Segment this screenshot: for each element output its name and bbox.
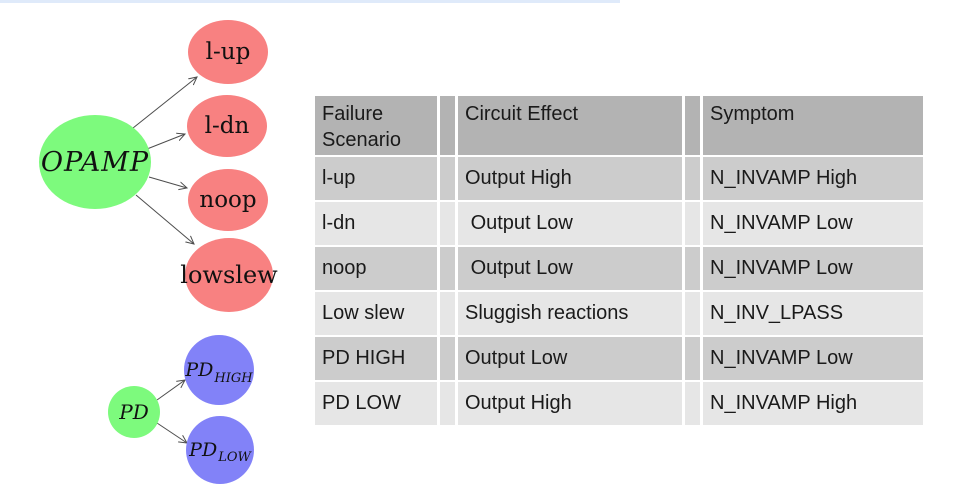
cell-symptom: N_INVAMP High (703, 382, 923, 425)
arrow-opamp-to-lowslew (135, 194, 194, 244)
cell-circuit-effect: Output Low (458, 202, 682, 245)
cell-failure-scenario: Low slew (315, 292, 437, 335)
node-pd: PD (108, 386, 160, 438)
cell-symptom: N_INVAMP High (703, 157, 923, 200)
node-pd-low: PD LOW (186, 416, 254, 484)
node-pd-high-label: PD (185, 359, 214, 381)
cell-failure-scenario: PD HIGH (315, 337, 437, 380)
cell-circuit-effect: Output Low (458, 247, 682, 290)
node-pd-label: PD (119, 400, 149, 424)
cell-circuit-effect: Sluggish reactions (458, 292, 682, 335)
arrow-pd-to-pd-low (156, 422, 187, 443)
node-lowslew-label: lowslew (180, 261, 278, 289)
spacer-cell (440, 292, 455, 335)
arrow-pd-to-pd-high (156, 380, 185, 401)
spacer-cell (440, 337, 455, 380)
node-l-dn: l-dn (187, 95, 267, 157)
cell-symptom: N_INVAMP Low (703, 337, 923, 380)
spacer-cell (440, 157, 455, 200)
node-l-up: l-up (188, 20, 268, 84)
spacer-cell (440, 382, 455, 425)
top-edge-artifact (0, 0, 620, 3)
cell-circuit-effect: Output High (458, 157, 682, 200)
spacer-cell (685, 202, 700, 245)
node-l-up-label: l-up (205, 39, 251, 65)
cell-failure-scenario: l-up (315, 157, 437, 200)
cell-circuit-effect: Output Low (458, 337, 682, 380)
diagram-arrows (132, 0, 320, 492)
cell-circuit-effect: Output High (458, 382, 682, 425)
arrow-opamp-to-noop (148, 176, 187, 188)
node-pd-high-subscript: HIGH (214, 371, 253, 386)
cell-symptom: N_INVAMP Low (703, 202, 923, 245)
spacer-cell (685, 292, 700, 335)
node-noop: noop (188, 169, 268, 231)
header-circuit-effect: Circuit Effect (458, 96, 682, 155)
node-pd-high: PD HIGH (184, 335, 254, 405)
header-spacer-1 (440, 96, 455, 155)
cell-failure-scenario: PD LOW (315, 382, 437, 425)
node-lowslew: lowslew (180, 238, 278, 312)
node-noop-label: noop (199, 187, 257, 213)
failure-scenario-table: Failure Scenario Circuit Effect Symptom … (315, 96, 923, 425)
node-opamp-label: OPAMP (40, 146, 150, 178)
node-pd-low-subscript: LOW (218, 450, 251, 465)
cell-failure-scenario: l-dn (315, 202, 437, 245)
node-pd-low-label: PD (189, 439, 218, 461)
header-failure-scenario: Failure Scenario (315, 96, 437, 155)
header-spacer-2 (685, 96, 700, 155)
node-l-dn-label: l-dn (204, 113, 250, 139)
cell-symptom: N_INV_LPASS (703, 292, 923, 335)
spacer-cell (440, 247, 455, 290)
spacer-cell (685, 382, 700, 425)
fault-tree-diagram: OPAMP l-up l-dn noop lowslew PD PD HIGH P… (0, 0, 320, 492)
spacer-cell (685, 337, 700, 380)
spacer-cell (685, 247, 700, 290)
spacer-cell (685, 157, 700, 200)
node-opamp: OPAMP (39, 115, 151, 209)
spacer-cell (440, 202, 455, 245)
arrow-opamp-to-l-dn (146, 134, 185, 150)
header-symptom: Symptom (703, 96, 923, 155)
cell-failure-scenario: noop (315, 247, 437, 290)
cell-symptom: N_INVAMP Low (703, 247, 923, 290)
